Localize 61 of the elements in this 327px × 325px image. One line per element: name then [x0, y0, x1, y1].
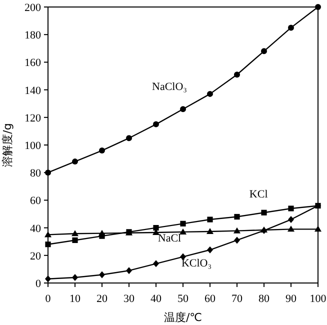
point — [234, 72, 240, 78]
point — [99, 148, 105, 154]
y-tick-label: 160 — [24, 57, 42, 70]
y-tick-label: 60 — [30, 195, 42, 208]
point — [45, 242, 51, 248]
point — [44, 231, 52, 238]
y-axis-title: 溶解度/g — [1, 123, 14, 167]
point — [98, 230, 106, 236]
series-label: NaClO₃ — [152, 80, 188, 93]
point — [153, 260, 159, 268]
point — [314, 226, 322, 232]
x-tick-label: 60 — [204, 293, 216, 305]
x-tick-label: 0 — [45, 293, 52, 305]
point — [234, 236, 240, 244]
point — [72, 158, 78, 165]
series-label: NaCl — [158, 232, 182, 245]
point — [234, 214, 240, 220]
x-tick-label: 50 — [178, 293, 189, 305]
x-tick-label: 40 — [150, 293, 162, 305]
point — [180, 228, 186, 234]
point — [72, 274, 78, 281]
point — [72, 230, 78, 236]
point — [234, 227, 240, 234]
point — [153, 121, 159, 128]
y-tick-label: 80 — [30, 168, 42, 180]
x-tick-label: 70 — [232, 293, 243, 305]
point — [180, 106, 186, 112]
y-tick-label: 40 — [30, 222, 42, 235]
point — [126, 267, 132, 274]
x-tick-label: 30 — [124, 293, 135, 305]
y-tick-label: 100 — [24, 140, 42, 152]
y-tick-label: 120 — [24, 112, 42, 124]
y-tick-label: 20 — [30, 250, 42, 262]
point — [288, 226, 294, 232]
point — [153, 225, 159, 231]
x-tick-label: 80 — [258, 293, 270, 305]
x-tick-label: 20 — [96, 293, 108, 305]
point — [315, 4, 321, 10]
y-tick-label: 200 — [24, 2, 42, 14]
y-tick-label: 0 — [36, 278, 42, 290]
y-tick-label: 140 — [24, 84, 42, 97]
point — [288, 24, 294, 31]
point — [99, 271, 105, 278]
x-tick-label: 100 — [310, 293, 327, 305]
series-label: KClO₃ — [181, 257, 212, 270]
point — [126, 135, 132, 142]
point — [207, 216, 213, 222]
point — [72, 237, 78, 244]
point — [261, 48, 267, 54]
point — [207, 246, 213, 254]
x-tick-label: 90 — [286, 293, 297, 305]
point — [207, 90, 213, 97]
y-tick-label: 180 — [24, 30, 42, 42]
x-axis-title: 温度/℃ — [164, 311, 202, 324]
point — [261, 210, 267, 216]
x-tick-label: 10 — [70, 293, 81, 305]
point — [180, 220, 186, 226]
series-label: KCl — [249, 188, 268, 200]
point — [206, 228, 214, 234]
point — [288, 206, 294, 212]
point — [288, 216, 294, 224]
